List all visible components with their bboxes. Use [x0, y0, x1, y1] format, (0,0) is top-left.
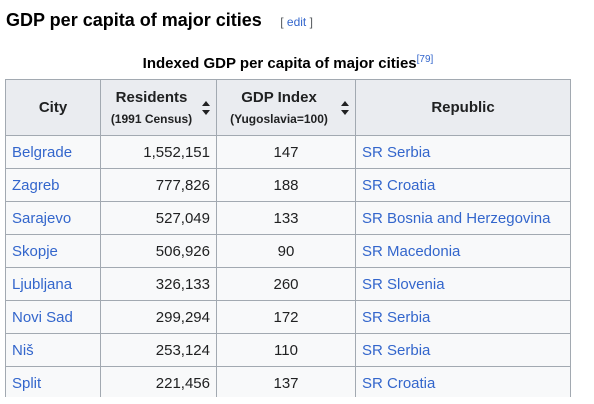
gdp-index-cell: 90: [216, 234, 356, 268]
city-cell: Sarajevo: [5, 201, 101, 235]
gdp-index-cell: 260: [216, 267, 356, 301]
gdp-index-cell: 137: [216, 366, 356, 400]
table-row: Niš 253,124 110 SR Serbia: [5, 333, 571, 367]
republic-cell: SR Serbia: [355, 135, 571, 169]
gdp-index-cell: 172: [216, 300, 356, 334]
header-republic-label: Republic: [431, 99, 495, 116]
republic-cell: SR Macedonia: [355, 234, 571, 268]
city-cell: Belgrade: [5, 135, 101, 169]
city-link[interactable]: Zagreb: [12, 176, 60, 194]
section-title: GDP per capita of major cities: [6, 10, 262, 30]
table-row: Novi Sad 299,294 172 SR Serbia: [5, 300, 571, 334]
sort-arrows-icon[interactable]: [202, 100, 210, 115]
sort-arrows-icon[interactable]: [341, 100, 349, 115]
header-residents-label: Residents: [115, 89, 188, 106]
residents-cell: 527,049: [100, 201, 217, 235]
city-link[interactable]: Ljubljana: [12, 275, 73, 293]
table-row: Skopje 506,926 90 SR Macedonia: [5, 234, 571, 268]
viewport-bottom-edge: [0, 397, 594, 404]
republic-link[interactable]: SR Serbia: [362, 143, 431, 161]
header-gdp-label: GDP Index: [241, 89, 317, 106]
header-row: City Residents (1991 Census) GDP Index (…: [5, 79, 571, 136]
republic-link[interactable]: SR Serbia: [362, 341, 431, 359]
republic-cell: SR Croatia: [355, 366, 571, 400]
city-link[interactable]: Novi Sad: [12, 308, 73, 326]
gdp-index-cell: 188: [216, 168, 356, 202]
header-gdp-index[interactable]: GDP Index (Yugoslavia=100): [216, 79, 356, 136]
gdp-index-cell: 133: [216, 201, 356, 235]
city-link[interactable]: Belgrade: [12, 143, 73, 161]
residents-cell: 253,124: [100, 333, 217, 367]
residents-cell: 1,552,151: [100, 135, 217, 169]
gdp-table: Indexed GDP per capita of major cities[7…: [5, 55, 571, 400]
city-link[interactable]: Sarajevo: [12, 209, 72, 227]
republic-cell: SR Bosnia and Herzegovina: [355, 201, 571, 235]
edit-bracket-close: ]: [309, 15, 313, 29]
city-cell: Novi Sad: [5, 300, 101, 334]
republic-link[interactable]: SR Bosnia and Herzegovina: [362, 209, 551, 227]
header-city-label: City: [38, 99, 68, 116]
city-cell: Skopje: [5, 234, 101, 268]
republic-cell: SR Serbia: [355, 300, 571, 334]
header-residents-sub: (1991 Census): [110, 112, 193, 126]
republic-link[interactable]: SR Slovenia: [362, 275, 445, 293]
table-row: Zagreb 777,826 188 SR Croatia: [5, 168, 571, 202]
city-cell: Ljubljana: [5, 267, 101, 301]
edit-link[interactable]: edit: [286, 15, 307, 29]
section-heading: GDP per capita of major cities [ edit ]: [6, 10, 313, 31]
header-gdp-sub: (Yugoslavia=100): [230, 112, 328, 126]
header-residents[interactable]: Residents (1991 Census): [100, 79, 217, 136]
edit-section: [ edit ]: [280, 15, 313, 29]
header-city: City: [5, 79, 101, 136]
city-link[interactable]: Split: [12, 374, 42, 392]
caption-reference: [79]: [417, 54, 434, 65]
republic-link[interactable]: SR Croatia: [362, 176, 436, 194]
table-caption-text: Indexed GDP per capita of major cities: [142, 55, 417, 72]
header-republic: Republic: [355, 79, 571, 136]
city-link[interactable]: Skopje: [12, 242, 58, 260]
republic-link[interactable]: SR Croatia: [362, 374, 436, 392]
residents-cell: 506,926: [100, 234, 217, 268]
republic-link[interactable]: SR Macedonia: [362, 242, 461, 260]
residents-cell: 299,294: [100, 300, 217, 334]
city-cell: Niš: [5, 333, 101, 367]
city-cell: Split: [5, 366, 101, 400]
table-row: Belgrade 1,552,151 147 SR Serbia: [5, 135, 571, 169]
gdp-index-cell: 147: [216, 135, 356, 169]
edit-bracket-open: [: [280, 15, 284, 29]
city-link[interactable]: Niš: [12, 341, 34, 359]
city-cell: Zagreb: [5, 168, 101, 202]
residents-cell: 326,133: [100, 267, 217, 301]
residents-cell: 777,826: [100, 168, 217, 202]
table-caption: Indexed GDP per capita of major cities[7…: [5, 55, 571, 79]
table-row: Ljubljana 326,133 260 SR Slovenia: [5, 267, 571, 301]
republic-cell: SR Slovenia: [355, 267, 571, 301]
reference-link[interactable]: [79]: [416, 54, 434, 65]
table-row: Sarajevo 527,049 133 SR Bosnia and Herze…: [5, 201, 571, 235]
gdp-index-cell: 110: [216, 333, 356, 367]
republic-cell: SR Croatia: [355, 168, 571, 202]
residents-cell: 221,456: [100, 366, 217, 400]
republic-cell: SR Serbia: [355, 333, 571, 367]
republic-link[interactable]: SR Serbia: [362, 308, 431, 326]
table-row: Split 221,456 137 SR Croatia: [5, 366, 571, 400]
